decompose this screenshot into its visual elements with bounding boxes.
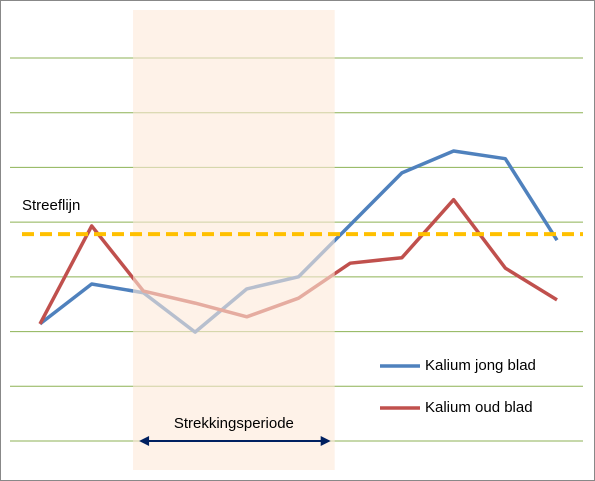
arrow-head xyxy=(320,436,331,446)
legend-label: Kalium oud blad xyxy=(425,399,533,416)
span-label: Strekkingsperiode xyxy=(174,415,294,432)
highlight-span xyxy=(133,10,335,470)
reference-label: Streeflijn xyxy=(22,197,80,214)
arrow-head xyxy=(139,436,150,446)
legend-label: Kalium jong blad xyxy=(425,357,536,374)
